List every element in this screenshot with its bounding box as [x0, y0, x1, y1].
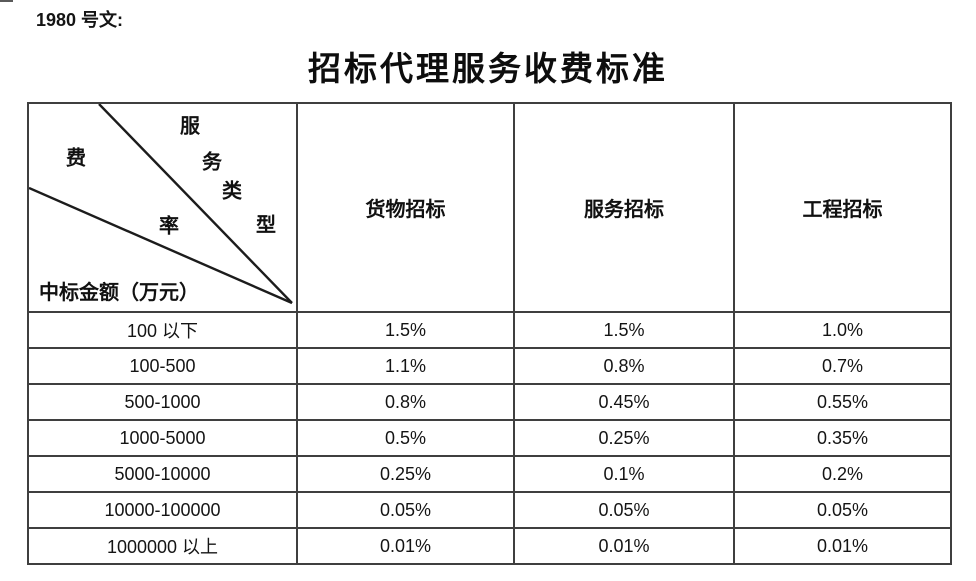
diagonal-divider-lines [29, 104, 293, 305]
rate-value: 0.25% [296, 455, 515, 493]
fee-standard-table: 服 务 类 型 费 率 中标金额（万元） 货物招标 服务招标 工程招标 100 … [27, 102, 952, 565]
rate-value: 1.5% [296, 311, 515, 349]
table-row: 1000-5000 0.5% 0.25% 0.35% [27, 419, 952, 457]
rate-value: 0.05% [733, 491, 952, 529]
rate-value: 0.01% [513, 527, 735, 565]
table-row: 5000-10000 0.25% 0.1% 0.2% [27, 455, 952, 493]
rate-value: 0.01% [296, 527, 515, 565]
column-header-goods: 货物招标 [296, 102, 515, 313]
page-title: 招标代理服务收费标准 [308, 52, 668, 88]
rate-value: 0.1% [513, 455, 735, 493]
rate-value: 0.05% [513, 491, 735, 529]
rate-value: 1.5% [513, 311, 735, 349]
rate-value: 0.5% [296, 419, 515, 457]
rate-value: 0.8% [513, 347, 735, 385]
corner-label-service-char: 服 [180, 115, 200, 138]
amount-range-label: 5000-10000 [27, 455, 298, 493]
rate-value: 1.0% [733, 311, 952, 349]
rate-value: 0.7% [733, 347, 952, 385]
rate-value: 0.45% [513, 383, 735, 421]
column-header-service: 服务招标 [513, 102, 735, 313]
table-row: 100-500 1.1% 0.8% 0.7% [27, 347, 952, 385]
rate-value: 0.35% [733, 419, 952, 457]
amount-range-label: 100-500 [27, 347, 298, 385]
table-header-row: 服 务 类 型 费 率 中标金额（万元） 货物招标 服务招标 工程招标 [27, 102, 952, 313]
rate-value: 0.05% [296, 491, 515, 529]
corner-label-service-char: 务 [202, 151, 222, 174]
rate-value: 1.1% [296, 347, 515, 385]
table-row: 500-1000 0.8% 0.45% 0.55% [27, 383, 952, 421]
amount-range-label: 1000000 以上 [27, 527, 298, 565]
corner-label-service-char: 类 [222, 180, 242, 203]
corner-label-fee-char: 率 [159, 215, 179, 238]
amount-range-label: 10000-100000 [27, 491, 298, 529]
row-axis-label: 中标金额（万元） [39, 282, 199, 304]
amount-range-label: 1000-5000 [27, 419, 298, 457]
rate-value: 0.55% [733, 383, 952, 421]
diagonal-corner-cell: 服 务 类 型 费 率 中标金额（万元） [27, 102, 298, 313]
amount-range-label: 500-1000 [27, 383, 298, 421]
rate-value: 0.01% [733, 527, 952, 565]
column-header-engineering: 工程招标 [733, 102, 952, 313]
table-row: 100 以下 1.5% 1.5% 1.0% [27, 311, 952, 349]
table-row: 1000000 以上 0.01% 0.01% 0.01% [27, 527, 952, 565]
amount-range-label: 100 以下 [27, 311, 298, 349]
rate-value: 0.2% [733, 455, 952, 493]
page-crop-mark [0, 0, 13, 2]
rate-value: 0.25% [513, 419, 735, 457]
document-number-label: 1980 号文: [36, 10, 124, 30]
corner-label-fee-char: 费 [66, 147, 86, 170]
corner-label-service-char: 型 [256, 214, 276, 237]
table-row: 10000-100000 0.05% 0.05% 0.05% [27, 491, 952, 529]
rate-value: 0.8% [296, 383, 515, 421]
